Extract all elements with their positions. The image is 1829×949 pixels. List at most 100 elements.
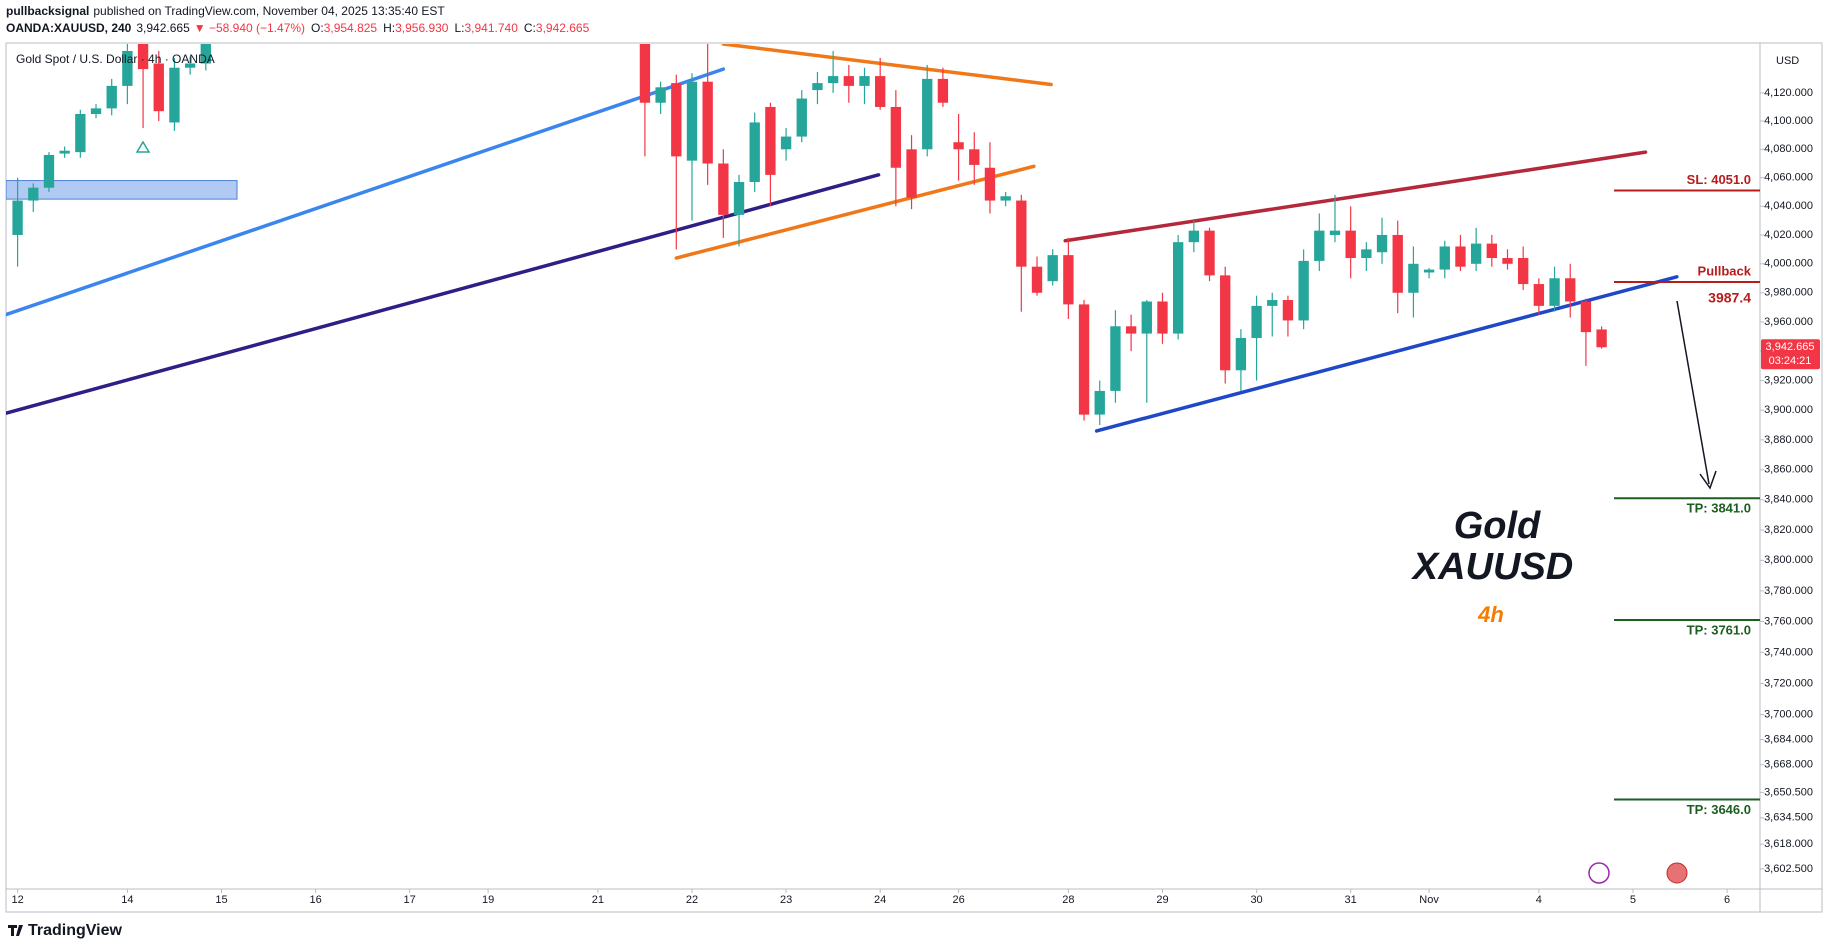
level-label: Pullback bbox=[1698, 263, 1752, 278]
y-tick-label: 3,960.000 bbox=[1764, 316, 1813, 328]
candle-body bbox=[75, 113, 86, 153]
y-tick-label: 3,760.000 bbox=[1764, 615, 1813, 627]
y-tick-label: 3,920.000 bbox=[1764, 374, 1813, 386]
x-tick-label: 16 bbox=[309, 894, 321, 906]
candle-body bbox=[1518, 258, 1529, 285]
candle-body bbox=[1298, 260, 1309, 321]
candle-body bbox=[106, 85, 117, 109]
level-label: TP: 3761.0 bbox=[1687, 622, 1751, 637]
trend-line bbox=[6, 173, 881, 415]
arrow-shaft bbox=[1676, 300, 1710, 485]
candle-body bbox=[1345, 230, 1356, 259]
x-tick-label: 28 bbox=[1062, 894, 1074, 906]
candle-body bbox=[1016, 200, 1027, 267]
candle-body bbox=[1125, 326, 1137, 334]
candle-body bbox=[1408, 263, 1419, 293]
signal-marker bbox=[135, 140, 151, 153]
x-tick-label: 24 bbox=[874, 894, 886, 906]
candle-body bbox=[843, 76, 854, 86]
candle-body bbox=[749, 122, 760, 182]
candle-body bbox=[1486, 243, 1497, 259]
candle-body bbox=[812, 83, 823, 91]
y-tick-label: 3,880.000 bbox=[1764, 434, 1813, 446]
ohlc-key: O: bbox=[311, 21, 324, 35]
level-value: 3987.4 bbox=[1708, 290, 1751, 306]
last-price-tag bbox=[1761, 339, 1820, 370]
candle-body bbox=[1235, 337, 1247, 371]
candle-body bbox=[1392, 234, 1403, 293]
candle-body bbox=[169, 67, 180, 123]
candle-body bbox=[1000, 196, 1011, 201]
event-icon[interactable] bbox=[1666, 862, 1688, 884]
candle-body bbox=[780, 136, 792, 150]
x-tick-label: 14 bbox=[121, 894, 133, 906]
published: published on TradingView.com, November 0… bbox=[93, 4, 445, 18]
y-tick-label: 3,860.000 bbox=[1764, 464, 1813, 476]
y-tick-label: 4,100.000 bbox=[1764, 115, 1813, 127]
y-tick-label: 4,000.000 bbox=[1764, 258, 1813, 270]
candle-body bbox=[1251, 305, 1262, 338]
logo-mark bbox=[8, 925, 23, 936]
candle-body bbox=[1455, 246, 1466, 267]
candle-body bbox=[1047, 255, 1058, 282]
y-tick-label: 3,634.500 bbox=[1764, 812, 1813, 824]
candle-body bbox=[1282, 300, 1294, 321]
candle-body bbox=[890, 106, 902, 168]
y-tick-label: 3,780.000 bbox=[1764, 585, 1813, 597]
y-tick-label: 3,602.500 bbox=[1764, 863, 1813, 875]
candle-body bbox=[1376, 234, 1388, 253]
x-tick-label: 29 bbox=[1156, 894, 1168, 906]
candle-body bbox=[702, 81, 713, 164]
candle-body bbox=[1078, 304, 1090, 415]
candle-body bbox=[765, 106, 776, 175]
publish-line: pullbacksignal published on TradingView.c… bbox=[6, 4, 445, 18]
author: pullbacksignal bbox=[6, 4, 89, 18]
ohlc-value: 3,956.930 bbox=[395, 21, 449, 35]
trend-line bbox=[1063, 150, 1648, 243]
level-label: TP: 3841.0 bbox=[1687, 501, 1751, 516]
y-tick-label: 4,060.000 bbox=[1764, 172, 1813, 184]
candle-body bbox=[796, 98, 807, 137]
candle-body bbox=[122, 50, 133, 86]
candle-body bbox=[137, 44, 149, 70]
countdown: 03:24:21 bbox=[1769, 355, 1812, 367]
candle-body bbox=[28, 187, 39, 201]
x-tick-label: 12 bbox=[11, 894, 23, 906]
candle-body bbox=[686, 81, 698, 161]
candle-body bbox=[859, 76, 870, 86]
y-tick-label: 3,650.500 bbox=[1764, 786, 1813, 798]
y-tick-label: 3,820.000 bbox=[1764, 524, 1813, 536]
x-tick-label: 26 bbox=[952, 894, 964, 906]
candle-body bbox=[639, 44, 651, 103]
plot-area bbox=[6, 44, 1679, 433]
candle-body bbox=[59, 150, 70, 154]
y-tick-label: 3,900.000 bbox=[1764, 404, 1813, 416]
y-tick-label: 3,618.000 bbox=[1764, 838, 1813, 850]
trend-line bbox=[1094, 275, 1679, 433]
candle-body bbox=[1361, 249, 1372, 259]
currency: USD bbox=[1776, 55, 1799, 67]
candle-body bbox=[1329, 230, 1341, 235]
candle-body bbox=[1565, 278, 1576, 302]
y-tick-label: 3,684.000 bbox=[1764, 733, 1813, 745]
candle-body bbox=[1141, 301, 1152, 334]
ohlc-value: 3,954.825 bbox=[324, 21, 378, 35]
legend: Gold Spot / U.S. Dollar · 4h · OANDA bbox=[16, 52, 215, 66]
x-tick-label: 5 bbox=[1630, 894, 1636, 906]
arrow-head bbox=[1699, 470, 1717, 490]
ohlc-key: C: bbox=[524, 21, 536, 35]
x-tick-label: Nov bbox=[1419, 894, 1439, 906]
candle-body bbox=[718, 163, 729, 215]
y-tick-label: 3,740.000 bbox=[1764, 646, 1813, 658]
x-tick-label: 17 bbox=[404, 894, 416, 906]
ohlc-value: 3,942.665 bbox=[536, 21, 590, 35]
change: ▼ −58.940 (−1.47%) bbox=[194, 21, 305, 35]
candle-body bbox=[671, 83, 682, 157]
candle-body bbox=[1110, 326, 1121, 391]
alert-icon[interactable] bbox=[1588, 862, 1610, 884]
candle-body bbox=[1267, 300, 1278, 306]
candle-body bbox=[1502, 258, 1513, 264]
symbol: OANDA:XAUUSD, 240 bbox=[6, 21, 132, 35]
